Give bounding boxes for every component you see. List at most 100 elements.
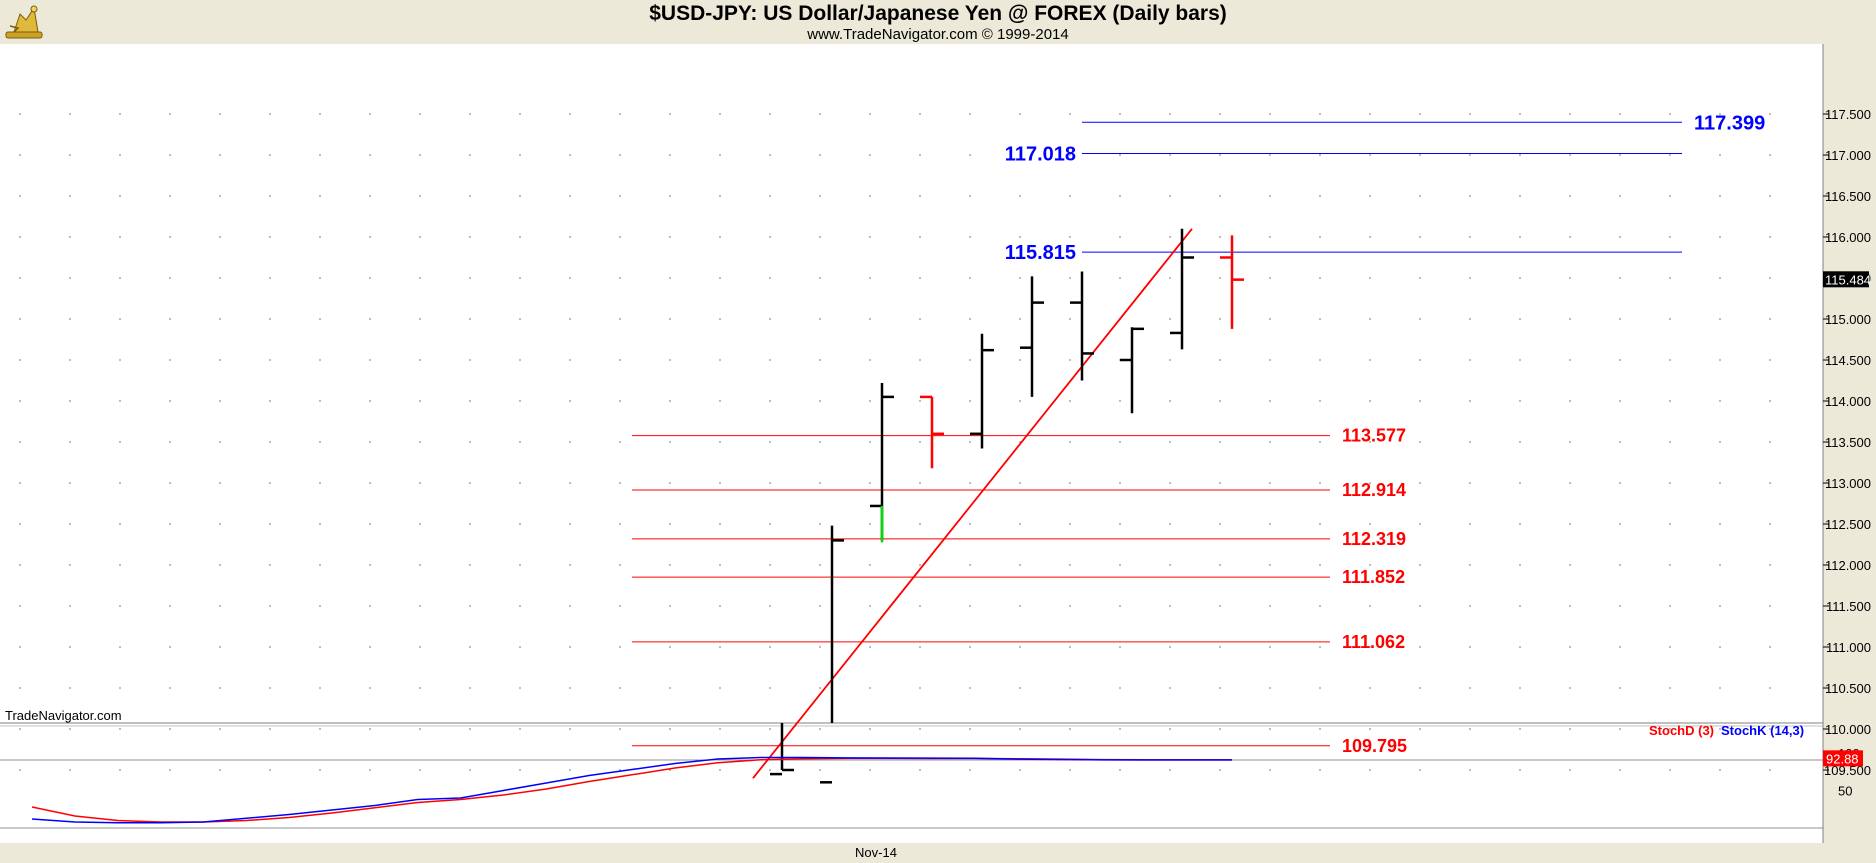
grid-dot [1319,154,1321,156]
grid-dot [69,482,71,484]
grid-dot [1369,523,1371,525]
grid-dot [1019,482,1021,484]
grid-dot [1469,277,1471,279]
grid-dot [1619,564,1621,566]
grid-dot [219,646,221,648]
grid-dot [1669,359,1671,361]
grid-dot [719,605,721,607]
grid-dot [1569,728,1571,730]
grid-dot [1169,441,1171,443]
price-axis-band [1823,44,1876,863]
grid-dot [1519,154,1521,156]
retracement-label: 109.795 [1342,736,1407,756]
grid-dot [769,564,771,566]
ohlc-bar [1120,327,1144,414]
title-bar [0,0,1876,44]
grid-dot [469,154,471,156]
grid-dot [519,236,521,238]
grid-dot [1669,154,1671,156]
grid-dot [1069,769,1071,771]
grid-dot [1019,646,1021,648]
grid-dot [969,728,971,730]
grid-dot [1019,318,1021,320]
y-tick-label: 111.000 [1826,640,1871,655]
grid-dot [1269,605,1271,607]
grid-dot [1669,769,1671,771]
grid-dot [919,728,921,730]
grid-dot [1769,605,1771,607]
chart-title: $USD-JPY: US Dollar/Japanese Yen @ FOREX… [649,2,1227,25]
grid-dot [1719,769,1721,771]
grid-dot [1219,400,1221,402]
grid-dot [719,441,721,443]
grid-dot [819,564,821,566]
y-tick-label: 113.000 [1825,476,1871,491]
grid-dot [619,400,621,402]
grid-dot [1169,359,1171,361]
grid-dot [719,564,721,566]
trade-navigator-logo-icon[interactable] [4,2,44,42]
ohlc-bar [1170,228,1194,350]
grid-dot [1369,236,1371,238]
y-tick-label: 114.000 [1825,394,1871,409]
grid-dot [1519,400,1521,402]
grid-dot [719,154,721,156]
projection-label: 117.018 [1005,144,1076,166]
grid-dot [969,113,971,115]
grid-dot [369,113,371,115]
grid-dot [119,236,121,238]
grid-dot [119,769,121,771]
grid-dot [1069,646,1071,648]
grid-dot [169,646,171,648]
grid-dot [1169,318,1171,320]
grid-dot [269,359,271,361]
grid-dot [819,769,821,771]
grid-dot [1769,154,1771,156]
grid-dot [169,441,171,443]
grid-dot [819,687,821,689]
y-tick-label: 112.500 [1825,517,1871,532]
grid-dot [19,359,21,361]
grid-dot [469,359,471,361]
grid-dot [319,400,321,402]
grid-dot [1169,605,1171,607]
grid-dot [619,523,621,525]
grid-dot [1769,113,1771,115]
grid-dot [1019,154,1021,156]
grid-dot [419,646,421,648]
grid-dot [19,646,21,648]
grid-dot [1269,441,1271,443]
grid-dot [1369,564,1371,566]
grid-dot [1119,482,1121,484]
grid-dot [1519,523,1521,525]
grid-dot [169,318,171,320]
y-tick-label: 117.000 [1825,148,1871,163]
grid-dot [669,687,671,689]
grid-dot [169,113,171,115]
grid-dot [319,318,321,320]
y-tick-label: 111.500 [1826,599,1871,614]
grid-dot [1619,318,1621,320]
grid-dot [1519,318,1521,320]
retracement-label: 111.852 [1342,567,1405,587]
grid-dot [1619,523,1621,525]
grid-dot [19,482,21,484]
grid-dot [1569,564,1571,566]
grid-dot [1269,769,1271,771]
grid-dot [1419,236,1421,238]
grid-dot [1569,687,1571,689]
grid-dot [669,605,671,607]
grid-dot [419,113,421,115]
grid-dot [1519,236,1521,238]
grid-dot [919,687,921,689]
grid-dot [869,687,871,689]
grid-dot [419,564,421,566]
grid-dot [1419,400,1421,402]
grid-dot [469,646,471,648]
grid-dot [769,195,771,197]
grid-dot [669,728,671,730]
grid-dot [1669,277,1671,279]
grid-dot [819,728,821,730]
grid-dot [369,359,371,361]
